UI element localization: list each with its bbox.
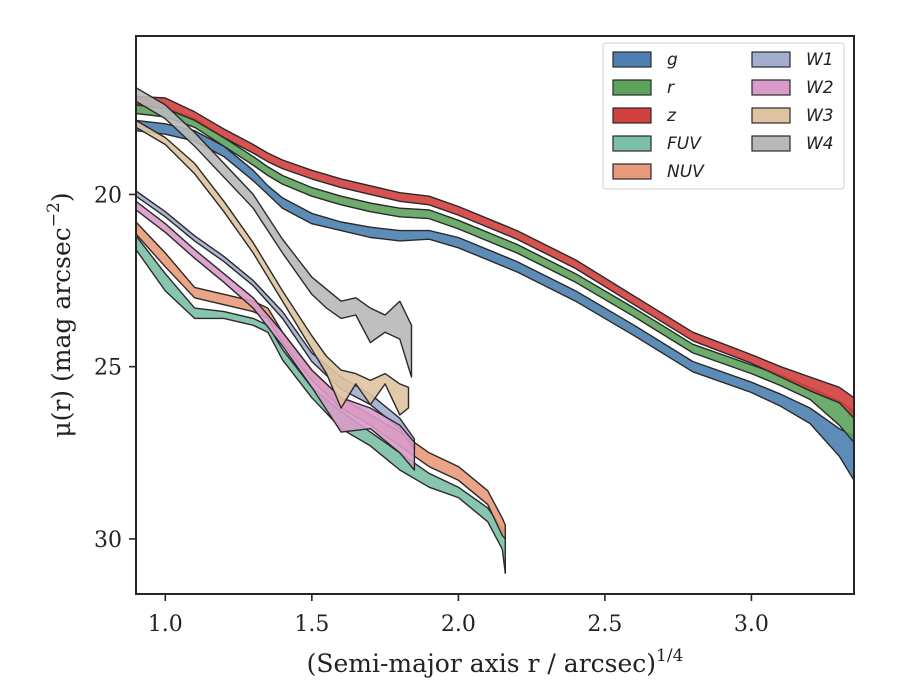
legend-swatch xyxy=(612,79,652,96)
legend-label: NUV xyxy=(667,162,705,182)
legend-item-g: g xyxy=(612,50,678,70)
band-g xyxy=(136,119,854,481)
x-axis-label-exponent: 1/4 xyxy=(656,646,683,666)
legend-label: W4 xyxy=(806,134,834,154)
x-tick-label: 1.0 xyxy=(148,612,183,637)
band-W3 xyxy=(136,119,410,416)
plot-frame xyxy=(135,35,855,595)
legend-label: FUV xyxy=(667,134,702,154)
band-W4 xyxy=(136,86,413,378)
legend-label: W2 xyxy=(806,78,834,98)
legend-swatch xyxy=(751,135,791,152)
legend-item-r: r xyxy=(612,78,675,98)
y-tick-label: 20 xyxy=(94,183,122,208)
legend: grz FUV NUV W1 W2 W3 W4 xyxy=(602,42,845,190)
legend-label: W3 xyxy=(806,106,834,126)
legend-swatch xyxy=(612,107,652,124)
legend-label: g xyxy=(667,50,678,70)
legend-item-W2: W2 xyxy=(751,78,834,98)
legend-swatch xyxy=(612,163,652,180)
legend-swatch xyxy=(751,51,791,68)
x-tick-label: 2.5 xyxy=(587,612,622,637)
x-tick-label: 1.5 xyxy=(294,612,329,637)
legend-label: W1 xyxy=(806,50,834,70)
y-axis-label-exponent: −2 xyxy=(44,202,64,227)
y-tick-label: 25 xyxy=(94,356,122,381)
y-axis-label: μ(r) (mag arcsec−2) xyxy=(44,192,76,437)
x-tick-label: 3.0 xyxy=(734,612,769,637)
band-z xyxy=(136,95,854,419)
legend-item-FUV: FUV xyxy=(612,134,702,154)
legend-label: r xyxy=(667,78,675,98)
legend-item-W4: W4 xyxy=(751,134,834,154)
legend-label: z xyxy=(666,106,677,126)
y-axis: 20 25 30 xyxy=(94,183,136,553)
legend-swatch xyxy=(612,135,652,152)
x-axis: 1.0 1.5 2.0 2.5 3.0 xyxy=(148,594,769,637)
legend-item-NUV: NUV xyxy=(612,162,705,182)
legend-swatch xyxy=(751,79,791,96)
legend-swatch xyxy=(612,51,652,68)
profile-bands xyxy=(136,86,854,574)
legend-item-W1: W1 xyxy=(751,50,834,70)
x-tick-label: 2.0 xyxy=(441,612,476,637)
y-tick-label: 30 xyxy=(94,528,122,553)
band-r xyxy=(136,104,854,444)
legend-swatch xyxy=(751,107,791,124)
legend-item-W3: W3 xyxy=(751,106,834,126)
x-axis-label: (Semi-major axis r / arcsec)1/4 xyxy=(307,646,684,678)
legend-item-z: z xyxy=(612,106,677,126)
